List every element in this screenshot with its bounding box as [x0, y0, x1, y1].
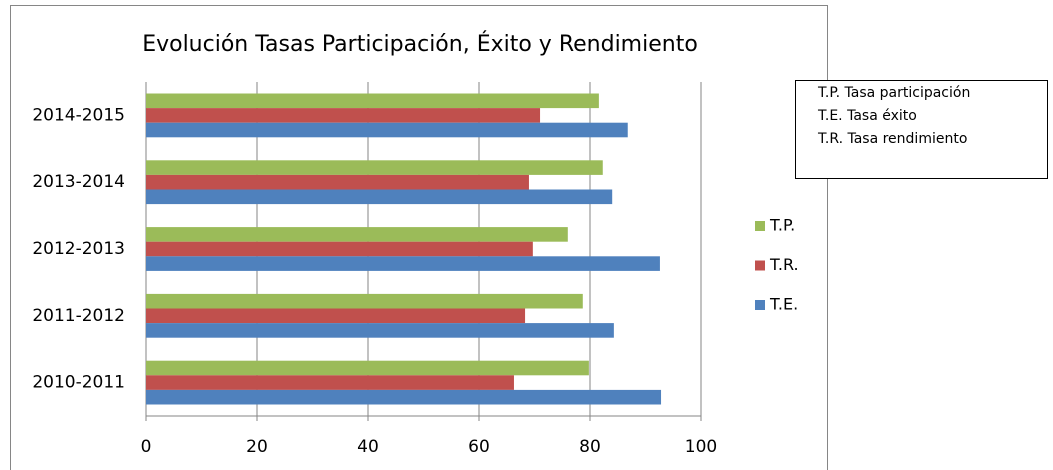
bar — [146, 241, 533, 257]
y-tick-label: 2013-2014 — [32, 172, 125, 192]
bar — [146, 122, 628, 138]
bar — [146, 189, 613, 205]
chart-title: Evolución Tasas Participación, Éxito y R… — [142, 31, 698, 57]
y-tick-label: 2010-2011 — [32, 373, 125, 393]
bar — [146, 174, 529, 190]
bar — [146, 389, 662, 405]
bar — [146, 360, 589, 376]
x-tick-label: 40 — [357, 437, 379, 457]
x-tick-label: 100 — [685, 437, 717, 457]
bar — [146, 293, 583, 309]
bar — [146, 227, 568, 242]
x-tick-label: 80 — [579, 437, 601, 457]
bar — [146, 375, 514, 390]
legend-label: T.R. — [769, 255, 799, 274]
legend-swatch — [755, 221, 765, 231]
x-tick-label: 60 — [468, 437, 490, 457]
annotation-box — [795, 80, 1048, 179]
annotation: T.E. Tasa éxito — [817, 108, 917, 124]
y-tick-label: 2012-2013 — [32, 239, 125, 259]
bar — [146, 108, 541, 123]
bar — [146, 93, 599, 109]
y-tick-label: 2014-2015 — [32, 105, 125, 125]
annotation: T.R. Tasa rendimiento — [817, 131, 967, 147]
legend-swatch — [755, 260, 765, 271]
x-tick-label: 20 — [246, 437, 268, 457]
annotation: T.P. Tasa participación — [817, 85, 970, 101]
bar — [146, 160, 603, 175]
legend-label: T.E. — [769, 295, 798, 314]
y-tick-label: 2011-2012 — [32, 306, 125, 326]
legend-label: T.P. — [769, 216, 795, 235]
legend-swatch — [755, 300, 765, 310]
bar — [146, 323, 614, 338]
bar — [146, 308, 526, 324]
x-tick-label: 0 — [141, 437, 152, 457]
bar — [146, 256, 660, 271]
